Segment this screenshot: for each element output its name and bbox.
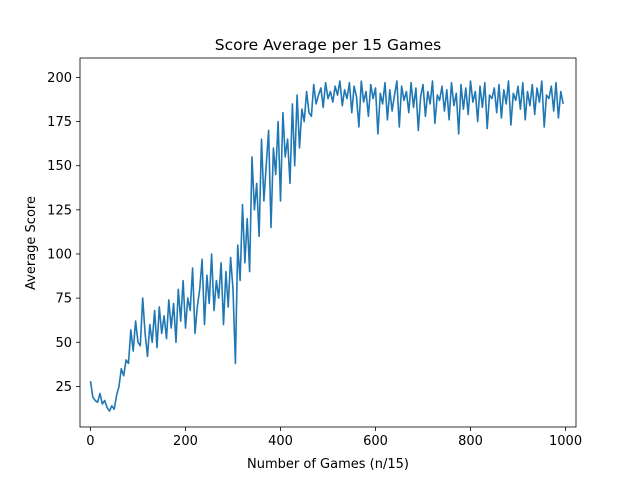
plot-area (79, 57, 577, 428)
chart-title: Score Average per 15 Games (215, 36, 441, 54)
y-tick-label: 75 (55, 292, 72, 307)
axes-frame (79, 57, 577, 428)
x-tick-label: 0 (86, 434, 94, 449)
y-tick-label: 125 (47, 203, 72, 218)
series-line (89, 80, 564, 412)
x-tick-label: 1000 (549, 434, 582, 449)
x-axis-label: Number of Games (n/15) (247, 457, 409, 472)
y-tick-label: 200 (47, 71, 72, 86)
y-tick-label: 25 (55, 380, 72, 395)
x-tick-label: 600 (363, 434, 388, 449)
y-tick-label: 150 (47, 159, 72, 174)
x-axis: 0 200 400 600 800 1000 (86, 427, 582, 449)
x-tick-label: 400 (268, 434, 293, 449)
y-axis: 25 50 75 100 125 150 175 200 (47, 71, 80, 395)
y-tick-label: 50 (55, 336, 72, 351)
x-tick-label: 800 (458, 434, 483, 449)
y-axis-label: Average Score (24, 196, 39, 290)
x-tick-label: 200 (173, 434, 198, 449)
y-tick-label: 100 (47, 247, 72, 262)
y-tick-label: 175 (47, 115, 72, 130)
